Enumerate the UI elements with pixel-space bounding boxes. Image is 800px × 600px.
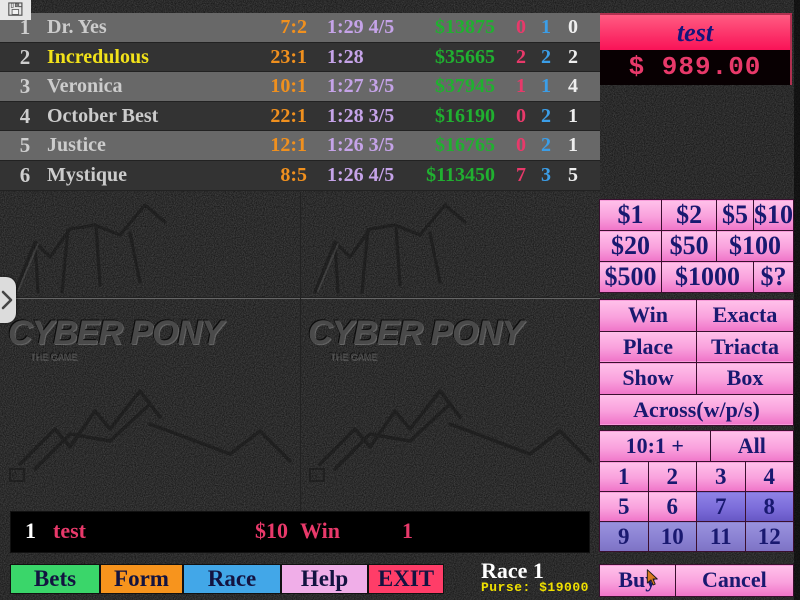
svg-text:0: 0 [12, 471, 17, 481]
svg-text:0: 0 [312, 471, 317, 481]
